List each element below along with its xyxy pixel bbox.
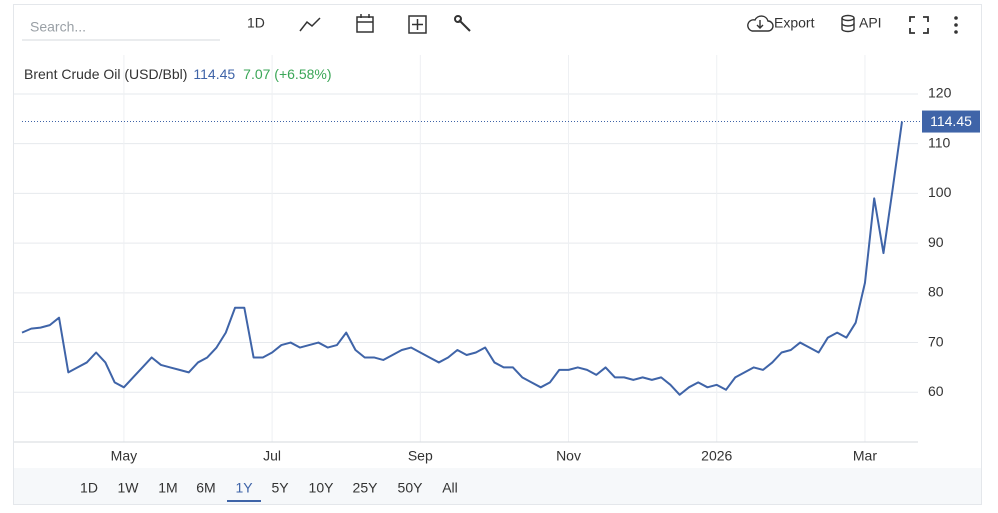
interval-button[interactable]: 1D (247, 15, 265, 31)
export-icon[interactable] (747, 15, 774, 32)
range-button[interactable]: 1M (158, 480, 177, 496)
compare-icon[interactable] (408, 15, 427, 34)
last-value-badge (922, 110, 980, 133)
calendar-icon[interactable] (356, 14, 374, 33)
y-tick-label: 110 (928, 134, 951, 150)
series-name: Brent Crude Oil (USD/Bbl) (24, 66, 187, 82)
y-tick-label: 60 (928, 383, 944, 399)
x-tick-label: May (111, 448, 137, 464)
x-tick-label: Sep (408, 448, 433, 464)
range-bar (14, 468, 981, 504)
export-button[interactable]: Export (774, 15, 815, 31)
api-button[interactable]: API (859, 15, 882, 31)
range-button[interactable]: 50Y (398, 480, 424, 496)
last-value-label: 114.45 (930, 113, 972, 129)
range-button[interactable]: 1Y (235, 480, 253, 496)
x-tick-label: Mar (853, 448, 877, 464)
search-box[interactable]: Search... (30, 19, 86, 35)
range-button[interactable]: 10Y (309, 480, 335, 496)
range-button[interactable]: 1W (118, 480, 140, 496)
range-button[interactable]: 25Y (353, 480, 379, 496)
fullscreen-icon[interactable] (909, 16, 929, 34)
x-tick-label: 2026 (701, 448, 732, 464)
api-icon[interactable] (841, 14, 855, 33)
last-price: 114.45 (193, 66, 235, 82)
range-button[interactable]: 6M (196, 480, 215, 496)
settings-icon[interactable] (454, 15, 471, 32)
range-button[interactable]: All (442, 480, 458, 496)
range-button[interactable]: 1D (80, 480, 98, 496)
y-tick-label: 90 (928, 234, 944, 250)
chart-title: Brent Crude Oil (USD/Bbl) 114.45 7.07 (+6.… (24, 66, 332, 82)
x-tick-label: Nov (556, 448, 581, 464)
y-tick-label: 100 (928, 184, 952, 200)
menu-icon[interactable] (954, 16, 958, 34)
y-tick-label: 80 (928, 284, 944, 300)
y-tick-label: 70 (928, 333, 944, 349)
range-button[interactable]: 5Y (271, 480, 289, 496)
x-tick-label: Jul (263, 448, 281, 464)
panel (13, 4, 982, 505)
price-change: 7.07 (+6.58%) (243, 66, 331, 82)
y-tick-label: 120 (928, 85, 952, 101)
line-type-icon[interactable] (299, 17, 321, 32)
price-line (21, 121, 903, 396)
